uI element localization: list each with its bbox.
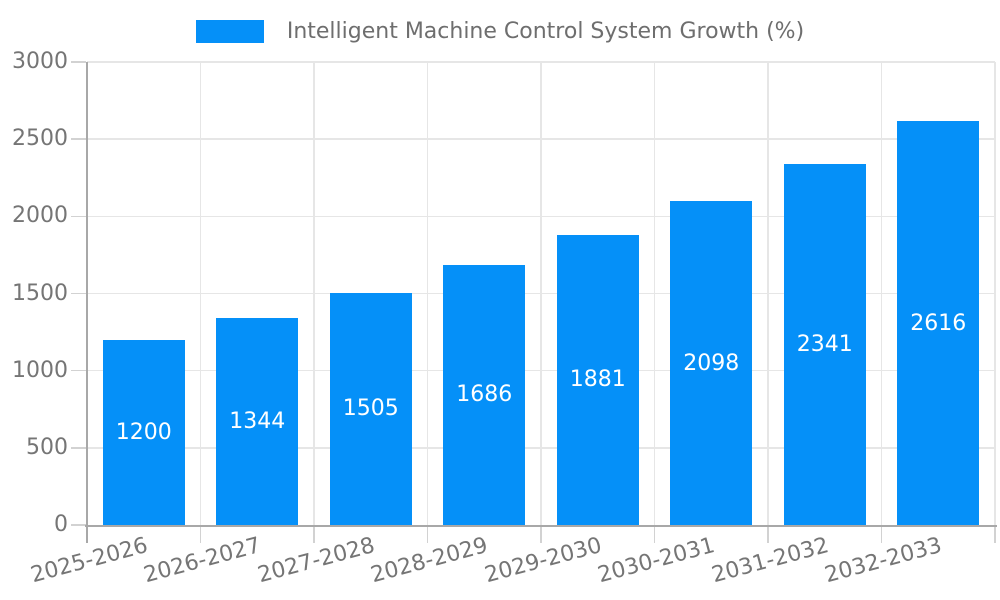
bar-2030-2031[interactable]: 2098 — [670, 201, 753, 525]
x-axis-tick — [653, 525, 656, 543]
y-axis-label: 1000 — [12, 357, 68, 383]
bar-value-label: 1881 — [569, 367, 626, 393]
bar-2028-2029[interactable]: 1686 — [443, 264, 526, 525]
x-axis-tick — [540, 525, 542, 543]
gridline-vertical — [994, 62, 996, 525]
y-axis-label: 0 — [54, 512, 68, 537]
y-axis-tick — [71, 138, 86, 140]
y-axis-tick — [71, 524, 86, 526]
y-axis-tick — [71, 61, 86, 63]
bar-value-label: 2616 — [910, 310, 967, 336]
gridline-vertical — [313, 62, 315, 525]
y-axis-label: 500 — [26, 434, 68, 460]
plot-area: 0 500 1000 1500 2000 2500 3000 1200 2025-2026 134… — [12, 49, 997, 588]
gridline-vertical — [653, 62, 656, 525]
gridline-vertical — [767, 62, 769, 525]
bar-2027-2028[interactable]: 1505 — [329, 292, 412, 525]
x-axis-tick — [313, 525, 315, 543]
bar-2025-2026[interactable]: 1200 — [102, 339, 185, 525]
bar-value-label: 1200 — [115, 419, 172, 445]
x-axis-tick — [426, 525, 429, 543]
gridline-vertical — [880, 62, 883, 525]
y-axis-tick — [71, 369, 86, 372]
bar-2031-2032[interactable]: 2341 — [783, 163, 866, 525]
bar-value-label: 2098 — [683, 350, 740, 376]
y-axis-tick — [71, 292, 86, 295]
y-axis-label: 2500 — [12, 126, 68, 152]
gridline-vertical — [199, 62, 202, 525]
x-axis-line — [85, 525, 997, 527]
legend-swatch — [195, 20, 264, 43]
bar-value-label: 1344 — [229, 408, 286, 434]
y-axis-label: 1500 — [12, 280, 68, 306]
gridline-vertical — [540, 62, 542, 525]
x-axis-tick — [767, 525, 769, 543]
bar-value-label: 1686 — [456, 382, 513, 408]
y-axis-tick — [71, 215, 86, 218]
bar-2029-2030[interactable]: 1881 — [556, 234, 639, 525]
y-axis-label: 3000 — [12, 49, 68, 74]
bar-value-label: 1505 — [342, 396, 399, 422]
bar-2032-2033[interactable]: 2616 — [897, 121, 980, 525]
y-axis-tick — [71, 447, 86, 449]
x-axis-tick — [994, 525, 996, 543]
x-axis-tick — [199, 525, 202, 543]
bar-value-label: 2341 — [796, 331, 853, 357]
legend[interactable]: Intelligent Machine Control System Growt… — [0, 19, 1000, 44]
y-axis-label: 2000 — [12, 203, 68, 229]
y-axis-line — [86, 62, 88, 525]
x-axis-tick — [880, 525, 883, 543]
legend-label: Intelligent Machine Control System Growt… — [286, 19, 805, 44]
bar-2026-2027[interactable]: 1344 — [216, 317, 299, 525]
x-axis-tick — [86, 525, 88, 543]
gridline-vertical — [426, 62, 429, 525]
